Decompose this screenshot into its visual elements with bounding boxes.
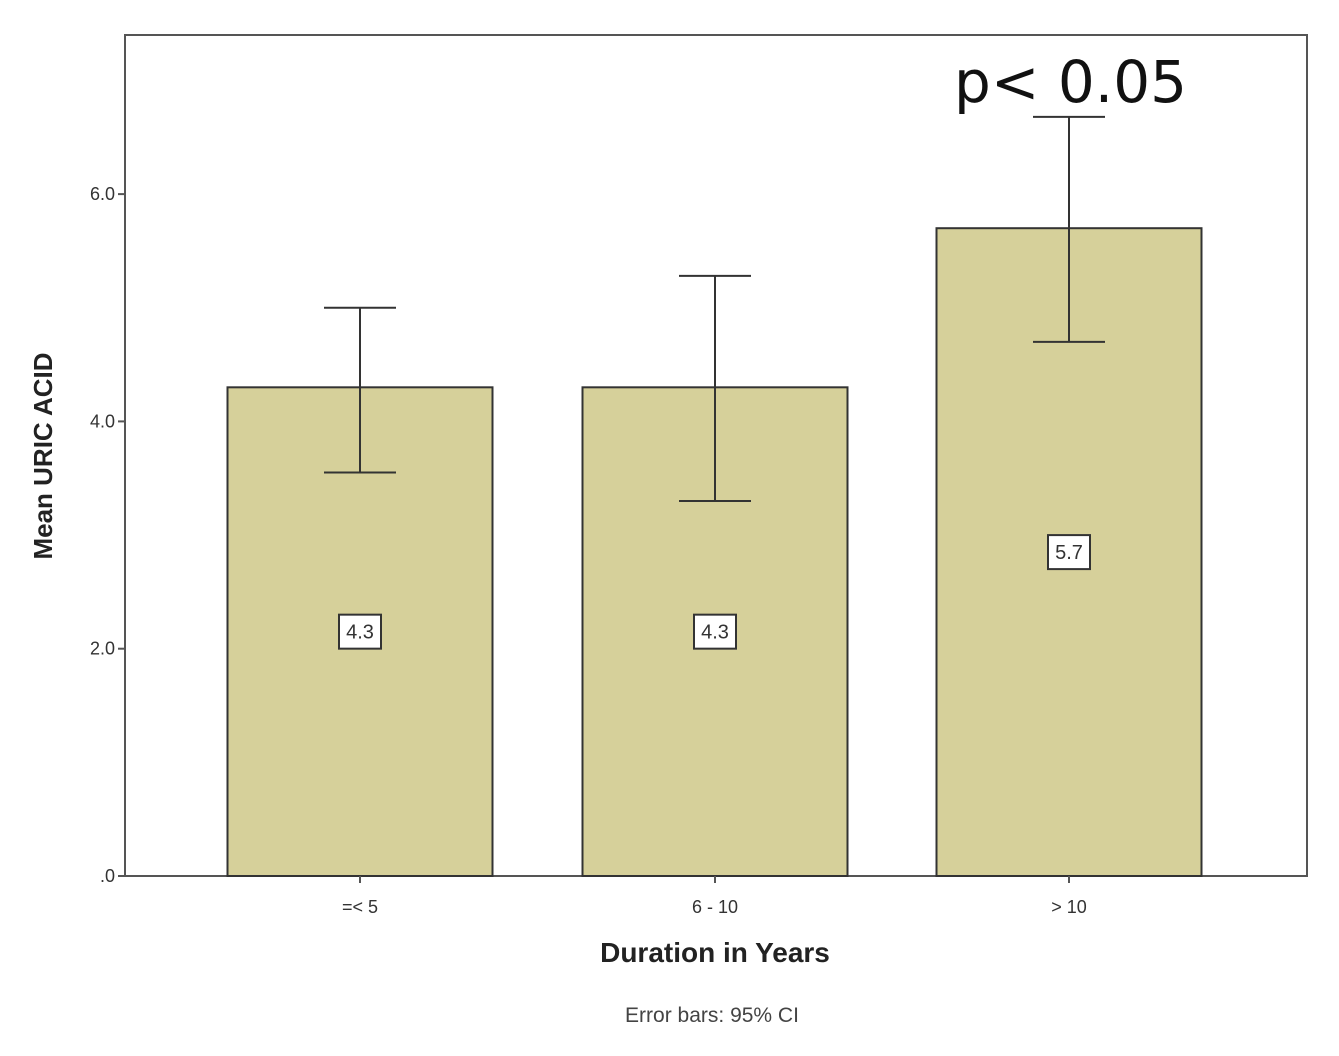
- y-tick-label: 4.0: [90, 411, 115, 431]
- x-tick-label: 6 - 10: [692, 897, 738, 917]
- y-tick-label: 6.0: [90, 184, 115, 204]
- x-axis: =< 5 6 - 10 > 10: [342, 876, 1087, 917]
- x-tick-label: > 10: [1051, 897, 1087, 917]
- data-label: 5.7: [1055, 542, 1083, 564]
- x-tick-label: =< 5: [342, 897, 378, 917]
- y-axis: .0 2.0 4.0 6.0: [90, 184, 125, 886]
- data-label: 4.3: [346, 622, 374, 644]
- data-label-box: [1047, 534, 1091, 571]
- data-label-box: [338, 613, 382, 650]
- y-tick-label: 2.0: [90, 639, 115, 659]
- error-bars-layer: [324, 115, 1105, 502]
- p-value-annotation: p< 0.05: [954, 48, 1187, 116]
- y-axis-title: Mean URIC ACID: [28, 352, 58, 559]
- error-bars-footnote: Error bars: 95% CI: [625, 1004, 799, 1027]
- x-axis-title: Duration in Years: [600, 937, 830, 968]
- data-label-box: [693, 613, 737, 650]
- data-labels-layer: 4.3 4.3 5.7: [338, 534, 1091, 650]
- y-tick-label: .0: [100, 866, 115, 886]
- data-label: 4.3: [701, 622, 729, 644]
